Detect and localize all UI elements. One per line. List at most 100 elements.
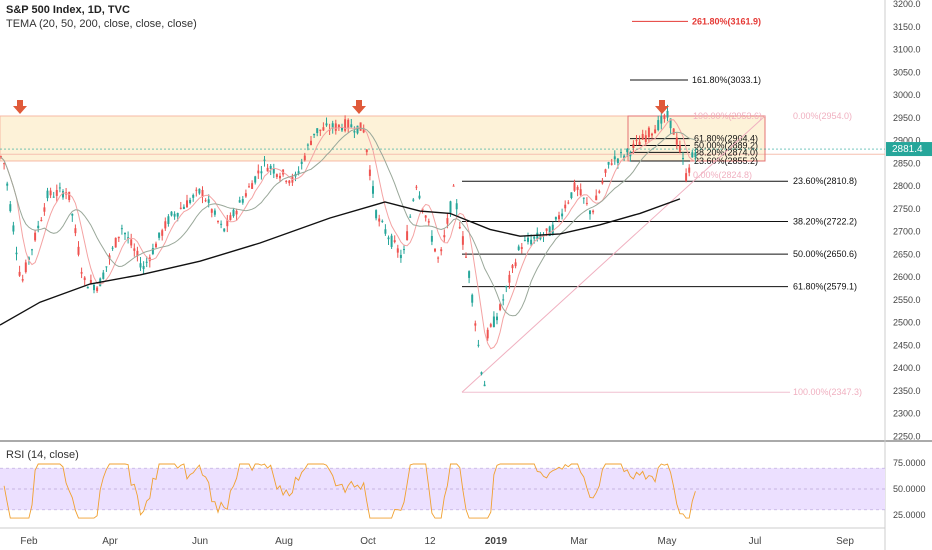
candle-body <box>551 224 554 234</box>
candle-body <box>592 210 595 213</box>
candle-body <box>455 203 458 210</box>
candle-body <box>310 140 312 145</box>
down-arrow-icon <box>659 100 665 106</box>
candle-body <box>334 123 337 131</box>
candle-body <box>474 323 477 326</box>
candle-body <box>18 271 21 276</box>
fib-retracement-box <box>627 115 766 162</box>
candle-body <box>319 129 322 131</box>
price-axis-tick: 2350.0 <box>893 386 921 396</box>
candle-body <box>558 215 560 220</box>
candle-body <box>260 171 263 174</box>
candle-body <box>52 196 55 198</box>
candle-body <box>381 220 384 222</box>
candle-body <box>275 174 278 177</box>
rsi-legend: RSI (14, close) <box>6 449 79 461</box>
candle-body <box>468 271 471 278</box>
candle-body <box>412 199 415 201</box>
candle-body <box>6 183 9 186</box>
down-arrow-icon <box>352 106 366 114</box>
price-axis-tick: 2400.0 <box>893 363 921 373</box>
candle-body <box>520 247 523 249</box>
candle-body <box>313 133 316 136</box>
candle-body <box>446 218 449 224</box>
candle-body <box>201 189 204 197</box>
candle-body <box>9 204 12 212</box>
candle-body <box>21 279 24 281</box>
candle-body <box>117 236 120 239</box>
price-axis-tick: 2850.0 <box>893 158 921 168</box>
candle-body <box>511 265 514 269</box>
candle-body <box>15 252 18 255</box>
candle-body <box>365 149 368 153</box>
candle-body <box>297 171 300 174</box>
candle-body <box>130 239 133 246</box>
rsi-axis-tick: 50.0000 <box>893 484 926 494</box>
candle-body <box>155 243 157 248</box>
candle-body <box>248 186 250 188</box>
fib-low-label: 50.00%(2650.6) <box>793 249 857 259</box>
candle-body <box>269 165 272 170</box>
candle-body <box>204 200 207 202</box>
candle-body <box>514 262 517 267</box>
candle-body <box>666 110 669 118</box>
price-axis-tick: 3200.0 <box>893 0 921 9</box>
candle-body <box>678 145 681 152</box>
candle-body <box>86 286 89 289</box>
candle-body <box>688 167 691 173</box>
candle-body <box>430 235 433 242</box>
candle-body <box>523 240 526 242</box>
price-axis-tick: 2250.0 <box>893 432 921 442</box>
price-axis-tick: 3050.0 <box>893 67 921 77</box>
candle-body <box>694 152 697 158</box>
candle-body <box>663 115 666 119</box>
candle-body <box>477 344 480 346</box>
candle-body <box>610 163 613 165</box>
candle-body <box>356 125 359 134</box>
candle-body <box>406 231 409 241</box>
candle-body <box>263 159 266 161</box>
candle-body <box>654 129 657 134</box>
time-axis-tick: 2019 <box>485 536 508 547</box>
candle-body <box>387 237 390 240</box>
candle-body <box>285 180 288 182</box>
candle-body <box>449 201 452 213</box>
candle-body <box>279 175 281 179</box>
candle-body <box>424 215 427 218</box>
candle-body <box>480 372 483 375</box>
candle-body <box>322 127 325 131</box>
candle-body <box>124 232 126 235</box>
candle-body <box>458 226 461 229</box>
candle-body <box>226 219 229 227</box>
fib-low-label: 23.60%(2810.8) <box>793 176 857 186</box>
time-axis-tick: Apr <box>102 536 118 547</box>
candle-body <box>133 248 136 251</box>
candle-body <box>434 248 436 252</box>
candle-body <box>24 262 27 273</box>
candle-body <box>598 191 601 193</box>
time-axis-tick: Jul <box>749 536 762 547</box>
candle-body <box>657 120 660 131</box>
candle-body <box>613 156 616 160</box>
fib-level-label: 38.20%(2874.0) <box>694 147 758 157</box>
candle-body <box>418 195 421 199</box>
fib-level-label: 261.80%(3161.9) <box>692 16 761 26</box>
candle-body <box>316 128 319 134</box>
candle-body <box>635 140 638 142</box>
candle-body <box>530 239 533 245</box>
candle-body <box>80 272 83 274</box>
candle-body <box>545 228 548 231</box>
candle-body <box>108 255 111 259</box>
candle-body <box>254 176 257 183</box>
candle-body <box>31 249 33 251</box>
fib-trend-line <box>461 115 766 393</box>
candle-body <box>641 133 644 140</box>
candle-body <box>533 236 536 239</box>
candle-body <box>337 124 340 129</box>
fib-low-label: 100.00%(2347.3) <box>793 387 862 397</box>
candle-body <box>195 189 198 191</box>
fib-level-label: 50.00%(2889.2) <box>694 140 758 150</box>
candle-body <box>238 200 241 203</box>
candle-body <box>210 209 213 213</box>
